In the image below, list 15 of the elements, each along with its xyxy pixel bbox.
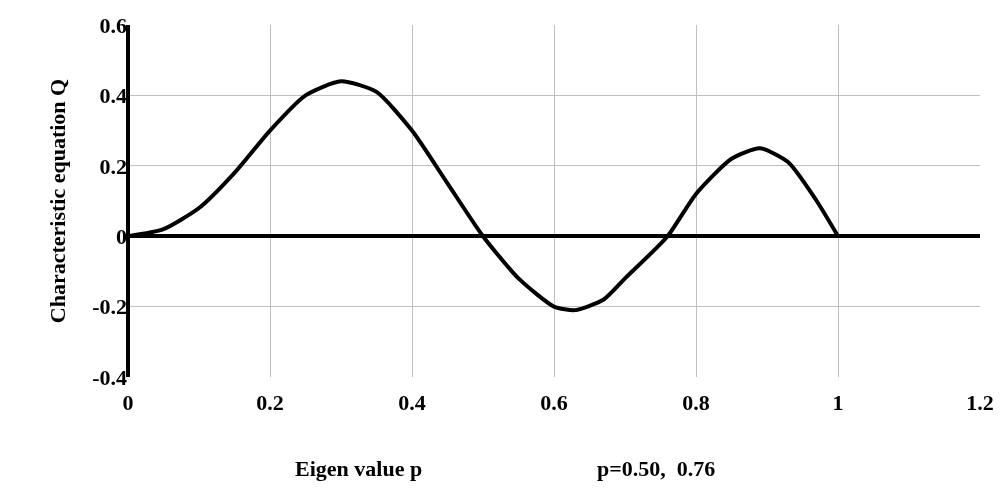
y-tick-label: 0 bbox=[116, 223, 127, 249]
x-tick-label: 1.2 bbox=[966, 390, 994, 415]
x-tick-label: 0.4 bbox=[398, 390, 426, 415]
x-tick-label: 1 bbox=[832, 390, 844, 415]
y-tick-label: 0.6 bbox=[99, 12, 127, 38]
y-tick-label: 0.4 bbox=[99, 83, 127, 109]
text: p=0.50, 0.76 bbox=[597, 456, 716, 481]
x-tick-label: 0.2 bbox=[256, 390, 284, 415]
y-tick-label: 0.2 bbox=[99, 153, 127, 179]
y-tick-label: -0.2 bbox=[92, 294, 127, 320]
y-axis-title: Characteristic equation Q bbox=[44, 78, 70, 324]
x-tick-label: 0.6 bbox=[540, 390, 568, 415]
x-tick-label: 0.8 bbox=[682, 390, 710, 415]
y-tick-label: -0.4 bbox=[92, 364, 127, 390]
x-axis-title: Eigen value p bbox=[295, 456, 423, 481]
